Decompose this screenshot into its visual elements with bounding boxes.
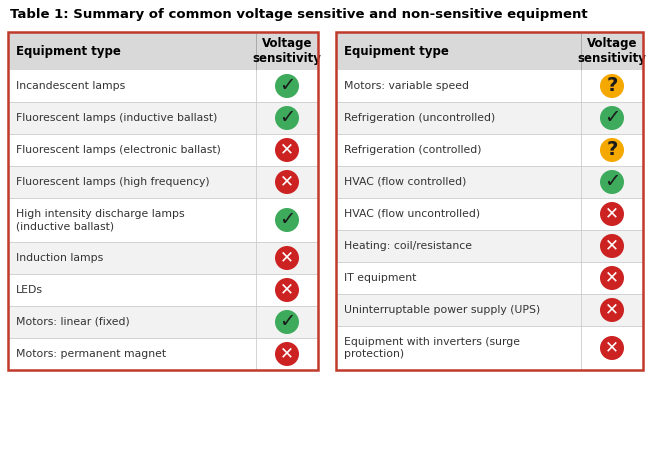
Text: ✕: ✕ xyxy=(280,141,294,158)
FancyBboxPatch shape xyxy=(336,70,643,102)
Text: Fluorescent lamps (electronic ballast): Fluorescent lamps (electronic ballast) xyxy=(16,145,221,155)
FancyBboxPatch shape xyxy=(8,102,318,134)
FancyBboxPatch shape xyxy=(336,166,643,198)
Circle shape xyxy=(600,170,624,194)
Text: ✕: ✕ xyxy=(280,281,294,298)
Text: Uninterruptable power supply (UPS): Uninterruptable power supply (UPS) xyxy=(344,305,540,315)
Text: Fluorescent lamps (high frequency): Fluorescent lamps (high frequency) xyxy=(16,177,210,187)
Text: ✕: ✕ xyxy=(605,300,619,319)
Text: ?: ? xyxy=(606,140,618,159)
Text: Heating: coil/resistance: Heating: coil/resistance xyxy=(344,241,472,251)
FancyBboxPatch shape xyxy=(336,102,643,134)
FancyBboxPatch shape xyxy=(336,198,643,230)
Circle shape xyxy=(600,106,624,130)
FancyBboxPatch shape xyxy=(336,326,643,370)
FancyBboxPatch shape xyxy=(336,262,643,294)
Text: ✕: ✕ xyxy=(605,236,619,254)
Text: ✕: ✕ xyxy=(605,204,619,222)
Text: Voltage
sensitivity: Voltage sensitivity xyxy=(578,37,646,65)
FancyBboxPatch shape xyxy=(8,198,318,242)
Text: Equipment with inverters (surge
protection): Equipment with inverters (surge protecti… xyxy=(344,337,520,360)
Text: Refrigeration (controlled): Refrigeration (controlled) xyxy=(344,145,482,155)
Text: ?: ? xyxy=(606,76,618,95)
Text: ✓: ✓ xyxy=(279,210,295,229)
FancyBboxPatch shape xyxy=(8,134,318,166)
Circle shape xyxy=(275,74,299,98)
FancyBboxPatch shape xyxy=(8,338,318,370)
Circle shape xyxy=(275,246,299,270)
Circle shape xyxy=(275,342,299,366)
Text: ✓: ✓ xyxy=(604,172,620,191)
Text: Motors: permanent magnet: Motors: permanent magnet xyxy=(16,349,166,359)
Circle shape xyxy=(275,106,299,130)
Text: Induction lamps: Induction lamps xyxy=(16,253,103,263)
Circle shape xyxy=(275,208,299,232)
FancyBboxPatch shape xyxy=(8,166,318,198)
FancyBboxPatch shape xyxy=(336,294,643,326)
Text: Fluorescent lamps (inductive ballast): Fluorescent lamps (inductive ballast) xyxy=(16,113,217,123)
Text: Equipment type: Equipment type xyxy=(344,45,449,57)
Circle shape xyxy=(600,336,624,360)
Text: Equipment type: Equipment type xyxy=(16,45,121,57)
Circle shape xyxy=(600,74,624,98)
Text: LEDs: LEDs xyxy=(16,285,43,295)
Text: IT equipment: IT equipment xyxy=(344,273,417,283)
Text: Incandescent lamps: Incandescent lamps xyxy=(16,81,125,91)
Text: ✕: ✕ xyxy=(605,338,619,357)
Text: Motors: linear (fixed): Motors: linear (fixed) xyxy=(16,317,129,327)
Circle shape xyxy=(600,298,624,322)
Text: Motors: variable speed: Motors: variable speed xyxy=(344,81,469,91)
Text: ✕: ✕ xyxy=(605,268,619,287)
FancyBboxPatch shape xyxy=(336,32,643,70)
Circle shape xyxy=(600,138,624,162)
Circle shape xyxy=(275,138,299,162)
Text: ✓: ✓ xyxy=(279,76,295,95)
Text: ✕: ✕ xyxy=(280,172,294,190)
FancyBboxPatch shape xyxy=(336,134,643,166)
Circle shape xyxy=(600,234,624,258)
Circle shape xyxy=(275,170,299,194)
FancyBboxPatch shape xyxy=(8,70,318,102)
Circle shape xyxy=(275,310,299,334)
FancyBboxPatch shape xyxy=(8,32,318,70)
Text: HVAC (flow uncontrolled): HVAC (flow uncontrolled) xyxy=(344,209,480,219)
FancyBboxPatch shape xyxy=(8,274,318,306)
Text: Voltage
sensitivity: Voltage sensitivity xyxy=(252,37,321,65)
Text: ✓: ✓ xyxy=(604,108,620,127)
Text: ✕: ✕ xyxy=(280,249,294,266)
FancyBboxPatch shape xyxy=(8,242,318,274)
FancyBboxPatch shape xyxy=(336,230,643,262)
Text: High intensity discharge lamps
(inductive ballast): High intensity discharge lamps (inductiv… xyxy=(16,209,185,231)
Circle shape xyxy=(275,278,299,302)
Circle shape xyxy=(600,202,624,226)
Text: ✓: ✓ xyxy=(279,312,295,331)
Text: Refrigeration (uncontrolled): Refrigeration (uncontrolled) xyxy=(344,113,495,123)
Text: HVAC (flow controlled): HVAC (flow controlled) xyxy=(344,177,466,187)
Text: ✕: ✕ xyxy=(280,345,294,362)
Circle shape xyxy=(600,266,624,290)
Text: ✓: ✓ xyxy=(279,108,295,127)
Text: Table 1: Summary of common voltage sensitive and non-sensitive equipment: Table 1: Summary of common voltage sensi… xyxy=(10,8,587,21)
FancyBboxPatch shape xyxy=(8,306,318,338)
